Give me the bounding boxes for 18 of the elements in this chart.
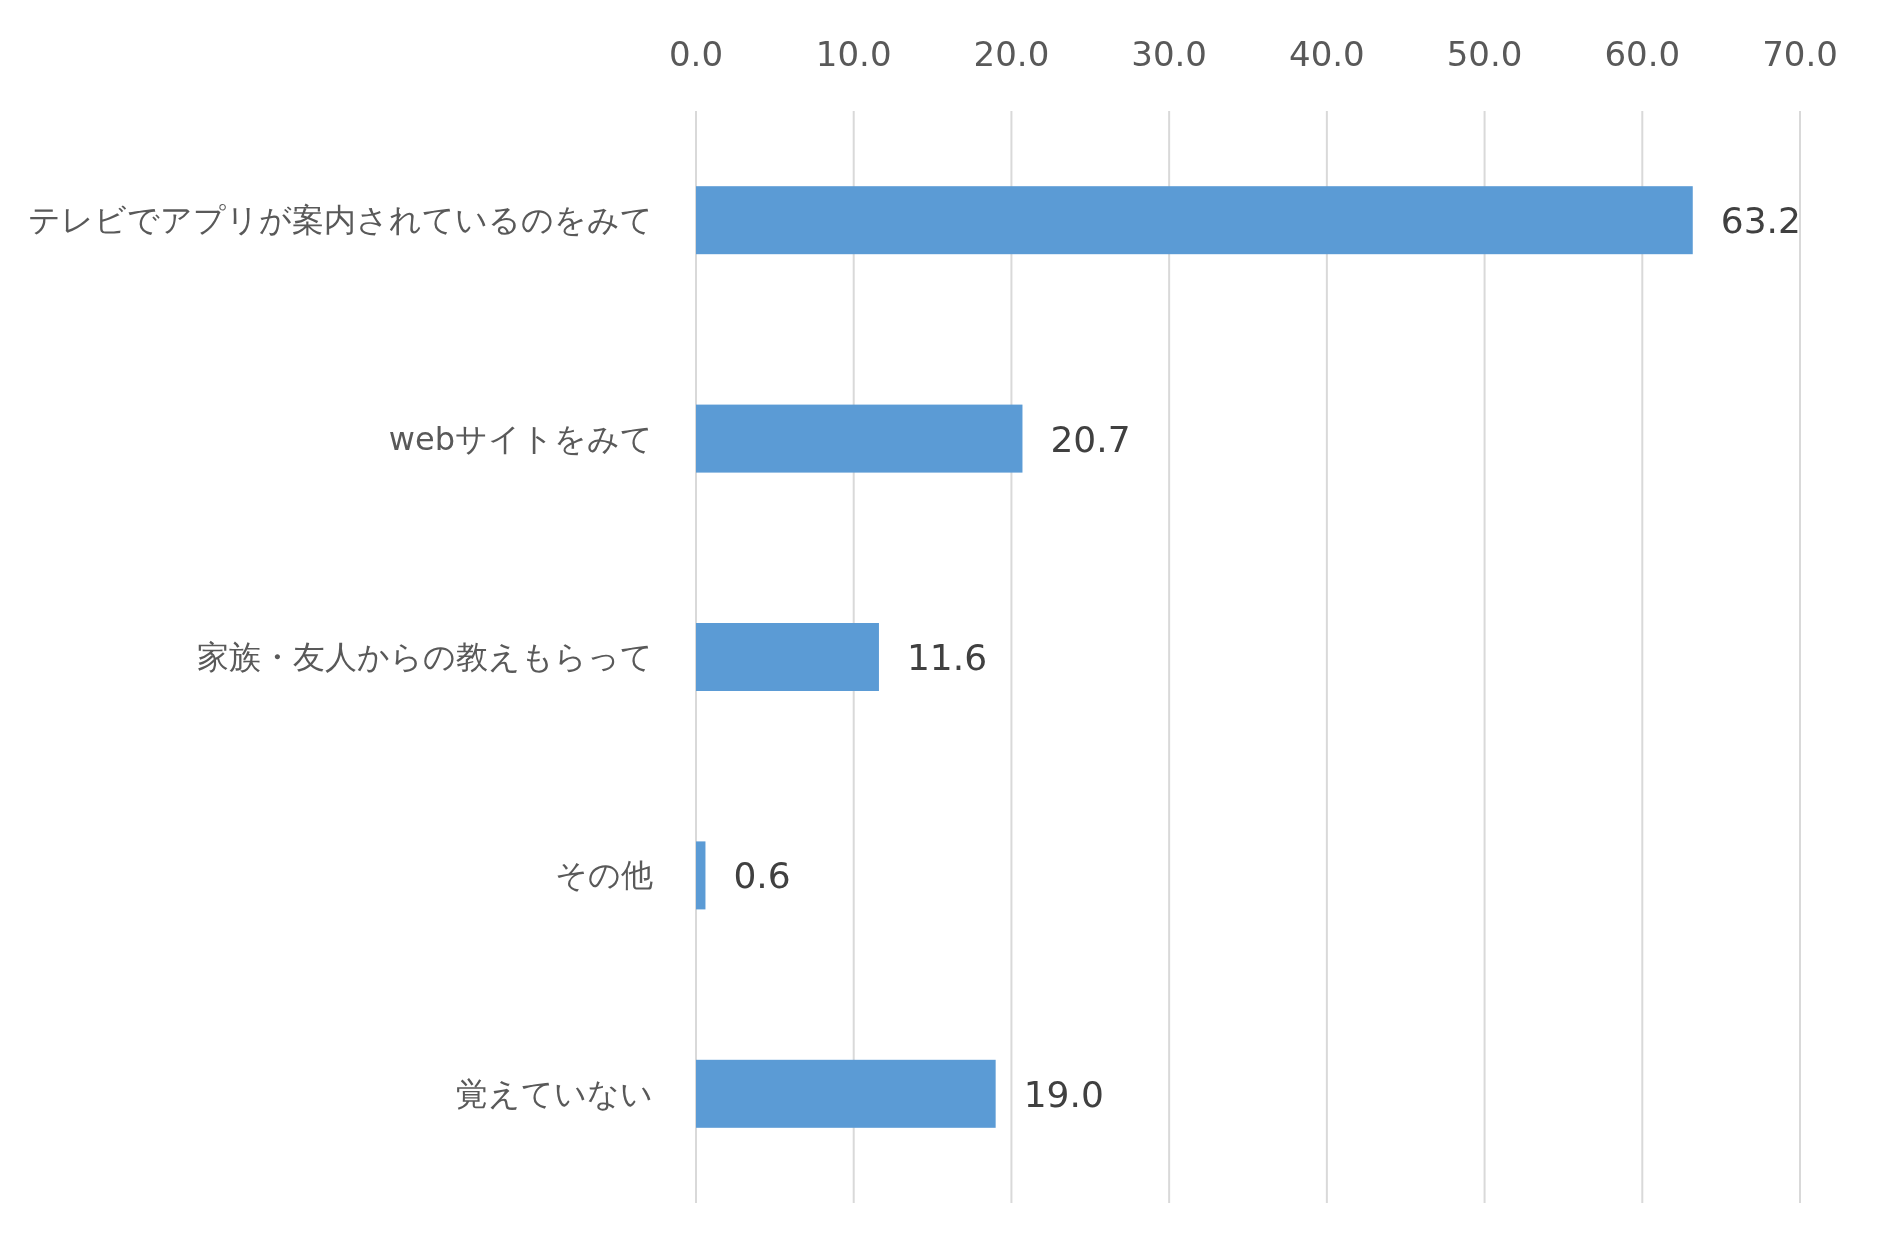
- data-label: 11.6: [906, 637, 988, 678]
- data-label: 63.2: [1720, 200, 1801, 242]
- x-tick-label: 10.0: [815, 34, 892, 74]
- data-label: 19.0: [1023, 1073, 1104, 1115]
- data-label: 20.7: [1050, 418, 1131, 460]
- y-tick-label: 覚えていない: [456, 1074, 653, 1113]
- y-tick-label: テレビでアプリが案内されているのをみて: [28, 201, 653, 240]
- x-tick-label: 30.0: [1131, 34, 1207, 74]
- y-tick-label: webサイトをみて: [388, 419, 653, 458]
- x-tick-label: 70.0: [1762, 34, 1838, 74]
- x-tick-label: 50.0: [1446, 34, 1523, 74]
- x-tick-label: 20.0: [973, 34, 1050, 74]
- y-tick-label: その他: [555, 856, 653, 895]
- y-tick-label: 家族・友人からの教えもらって: [197, 638, 653, 676]
- x-tick-label: 0.0: [668, 34, 724, 74]
- x-tick-label: 60.0: [1604, 34, 1681, 74]
- x-tick-label: 40.0: [1289, 34, 1365, 74]
- data-label: 0.6: [733, 855, 791, 897]
